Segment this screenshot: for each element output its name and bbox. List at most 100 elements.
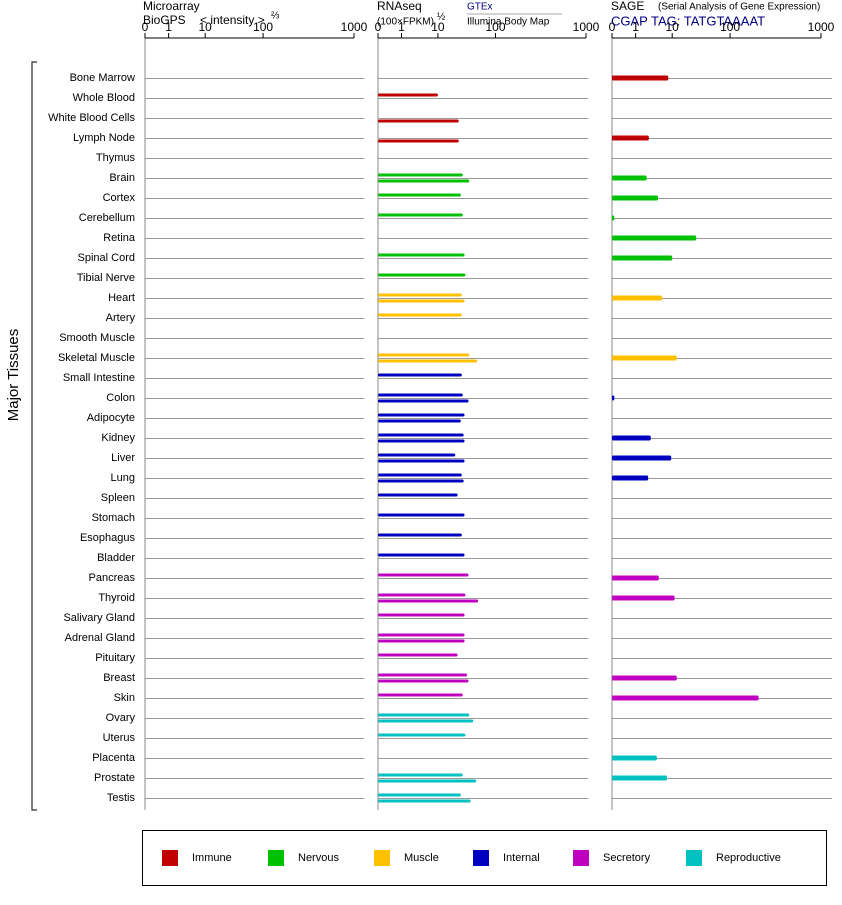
legend-label: Reproductive: [716, 852, 781, 864]
bar: [378, 613, 465, 617]
legend-swatch: [473, 850, 489, 866]
legend-swatch: [268, 850, 284, 866]
bar: [378, 719, 474, 723]
category-label: Adrenal Gland: [65, 632, 135, 644]
x-tick-label: 0: [375, 20, 382, 34]
bar: [378, 433, 464, 437]
category-label: Kidney: [101, 432, 135, 444]
category-label: Artery: [106, 312, 136, 324]
x-tick-label: 10: [666, 20, 680, 34]
bar: [378, 393, 463, 397]
category-label: Tibial Nerve: [77, 272, 135, 284]
category-label: Lymph Node: [73, 132, 135, 144]
axis-label-exponent: ½: [437, 12, 446, 23]
category-label: Cerebellum: [79, 212, 135, 224]
bar: [612, 435, 651, 441]
bar: [612, 775, 667, 781]
bar: [378, 599, 479, 603]
bar: [378, 299, 465, 303]
category-label: Uterus: [103, 732, 136, 744]
x-tick-label: 10: [431, 20, 445, 34]
category-label: Esophagus: [80, 532, 136, 544]
bar: [612, 135, 649, 141]
category-label: Heart: [108, 292, 135, 304]
x-tick-label: 1: [165, 20, 172, 34]
bar: [612, 195, 659, 201]
category-label: Testis: [107, 792, 136, 804]
category-label: Breast: [103, 672, 135, 684]
bar: [378, 639, 465, 643]
category-label: Salivary Gland: [63, 612, 135, 624]
bar: [378, 553, 465, 557]
category-label: Placenta: [92, 752, 136, 764]
category-label: Lung: [111, 472, 135, 484]
panel-title: Microarray: [143, 0, 200, 13]
category-label: Ovary: [106, 712, 136, 724]
category-label: Pancreas: [89, 572, 136, 584]
category-label: Smooth Muscle: [59, 332, 135, 344]
bar: [378, 459, 465, 463]
bar: [378, 793, 461, 797]
legend-swatch: [162, 850, 178, 866]
panel-title: RNAseq: [377, 0, 422, 13]
tag: CGAP TAG: TATGTAAAAT: [611, 13, 765, 28]
category-label: Thyroid: [98, 592, 135, 604]
legend-box: [142, 830, 827, 886]
bar: [378, 799, 471, 803]
bar: [378, 633, 465, 637]
legend-swatch: [573, 850, 589, 866]
legend-swatch: [374, 850, 390, 866]
bar: [378, 573, 469, 577]
x-tick-label: 100: [253, 20, 273, 34]
bar: [378, 313, 462, 317]
bar: [612, 75, 669, 81]
category-label: Bone Marrow: [70, 72, 135, 84]
bar: [378, 373, 462, 377]
bar: [612, 755, 657, 761]
bar: [612, 475, 649, 481]
bar: [612, 175, 647, 181]
bar: [612, 255, 673, 261]
bar: [612, 595, 675, 601]
bar: [378, 733, 466, 737]
category-label: Prostate: [94, 772, 135, 784]
category-label: White Blood Cells: [48, 112, 135, 124]
category-label: Stomach: [92, 512, 135, 524]
category-label: Liver: [111, 452, 135, 464]
legend-swatch: [686, 850, 702, 866]
bar: [378, 593, 466, 597]
x-tick-label: 100: [720, 20, 740, 34]
legend-label: Internal: [503, 852, 540, 864]
bar: [378, 293, 462, 297]
y-axis-label: Major Tissues: [5, 329, 22, 422]
axis-label-exponent: ⅔: [271, 11, 280, 22]
legend-label: Muscle: [404, 852, 439, 864]
category-label: Small Intestine: [63, 372, 135, 384]
panel-subtitle: BioGPS: [143, 13, 186, 27]
bar: [378, 493, 458, 497]
x-tick-label: 0: [609, 20, 616, 34]
category-label: Adipocyte: [87, 412, 135, 424]
bar: [378, 359, 478, 363]
bar: [612, 295, 663, 301]
x-tick-label: 1: [398, 20, 405, 34]
bar: [378, 779, 477, 783]
axis-label: < intensity >: [200, 13, 265, 27]
axis-label: (100×FPKM): [377, 17, 434, 28]
bar: [378, 253, 465, 257]
series-name: GTEx: [467, 2, 493, 13]
bar: [612, 215, 615, 221]
x-tick-label: 0: [142, 20, 149, 34]
x-tick-label: 10: [199, 20, 213, 34]
bar: [378, 533, 462, 537]
legend-label: Immune: [192, 852, 232, 864]
bar: [612, 695, 759, 701]
category-label: Spleen: [101, 492, 135, 504]
bar: [378, 673, 468, 677]
bar: [378, 93, 438, 97]
legend-label: Secretory: [603, 852, 651, 864]
bar: [378, 119, 459, 123]
bar: [378, 173, 463, 177]
bar: [378, 419, 461, 423]
